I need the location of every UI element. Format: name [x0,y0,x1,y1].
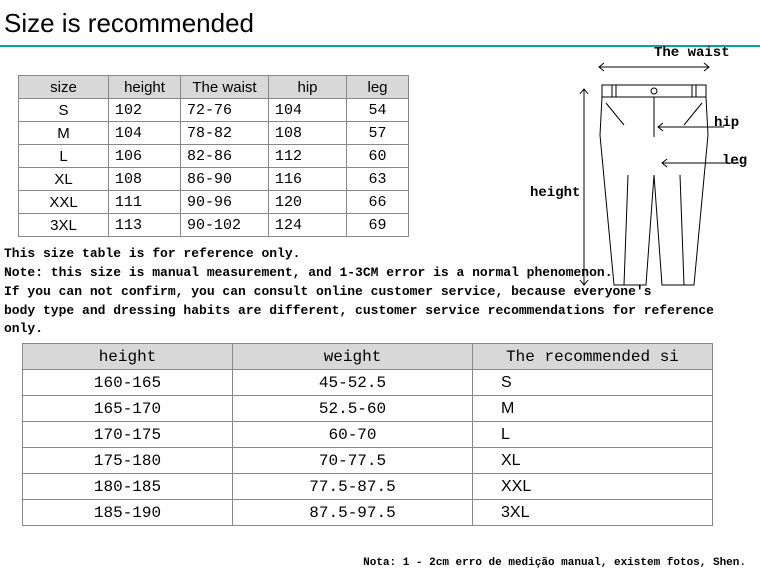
th-height: height [109,76,181,99]
table-row: S10272-7610454 [19,99,409,122]
th-weight: weight [233,344,473,370]
th-waist: The waist [181,76,269,99]
cell-recommended-size: L [473,422,713,448]
cell-height-range: 180-185 [23,474,233,500]
recommendation-table: height weight The recommended si 160-165… [22,343,713,526]
cell-height: 104 [109,122,181,145]
cell-height-range: 185-190 [23,500,233,526]
label-height: height [530,185,580,201]
cell-weight-range: 70-77.5 [233,448,473,474]
cell-height: 106 [109,145,181,168]
cell-hip: 116 [269,168,347,191]
cell-height: 113 [109,214,181,237]
table-row: M10478-8210857 [19,122,409,145]
footer-note: Nota: 1 - 2cm erro de medição manual, ex… [363,557,746,569]
cell-height-range: 160-165 [23,370,233,396]
cell-height: 108 [109,168,181,191]
table-row: 165-17052.5-60M [23,396,713,422]
table-row: L10682-8611260 [19,145,409,168]
cell-weight-range: 87.5-97.5 [233,500,473,526]
table-row: 185-19087.5-97.53XL [23,500,713,526]
cell-recommended-size: 3XL [473,500,713,526]
table-header-row: size height The waist hip leg [19,76,409,99]
cell-leg: 60 [347,145,409,168]
cell-waist: 72-76 [181,99,269,122]
cell-height: 102 [109,99,181,122]
th-recommended: The recommended si [473,344,713,370]
cell-hip: 108 [269,122,347,145]
cell-recommended-size: S [473,370,713,396]
cell-waist: 82-86 [181,145,269,168]
cell-weight-range: 45-52.5 [233,370,473,396]
cell-waist: 90-96 [181,191,269,214]
page-title: Size is recommended [0,0,760,47]
size-table: size height The waist hip leg S10272-761… [18,75,409,237]
pants-diagram: The waist hip leg height [554,45,754,305]
cell-recommended-size: XXL [473,474,713,500]
cell-size: S [19,99,109,122]
table-row: 175-18070-77.5XL [23,448,713,474]
cell-leg: 66 [347,191,409,214]
table-header-row: height weight The recommended si [23,344,713,370]
cell-hip: 104 [269,99,347,122]
cell-weight-range: 52.5-60 [233,396,473,422]
label-waist: The waist [654,45,730,61]
cell-waist: 78-82 [181,122,269,145]
cell-size: 3XL [19,214,109,237]
cell-hip: 112 [269,145,347,168]
cell-size: L [19,145,109,168]
cell-waist: 90-102 [181,214,269,237]
table-row: 160-16545-52.5S [23,370,713,396]
cell-hip: 120 [269,191,347,214]
table-row: XXL11190-9612066 [19,191,409,214]
cell-weight-range: 60-70 [233,422,473,448]
table-row: 180-18577.5-87.5XXL [23,474,713,500]
cell-size: M [19,122,109,145]
cell-recommended-size: XL [473,448,713,474]
th-leg: leg [347,76,409,99]
cell-recommended-size: M [473,396,713,422]
label-leg: leg [722,153,747,169]
th-height: height [23,344,233,370]
cell-leg: 57 [347,122,409,145]
cell-height-range: 175-180 [23,448,233,474]
cell-height: 111 [109,191,181,214]
th-hip: hip [269,76,347,99]
cell-hip: 124 [269,214,347,237]
cell-leg: 69 [347,214,409,237]
cell-height-range: 170-175 [23,422,233,448]
th-size: size [19,76,109,99]
cell-leg: 63 [347,168,409,191]
cell-waist: 86-90 [181,168,269,191]
cell-size: XXL [19,191,109,214]
cell-height-range: 165-170 [23,396,233,422]
label-hip: hip [714,115,739,131]
cell-leg: 54 [347,99,409,122]
table-row: XL10886-9011663 [19,168,409,191]
note-line-4: body type and dressing habits are differ… [4,302,760,340]
cell-size: XL [19,168,109,191]
table-row: 3XL11390-10212469 [19,214,409,237]
table-row: 170-17560-70L [23,422,713,448]
cell-weight-range: 77.5-87.5 [233,474,473,500]
